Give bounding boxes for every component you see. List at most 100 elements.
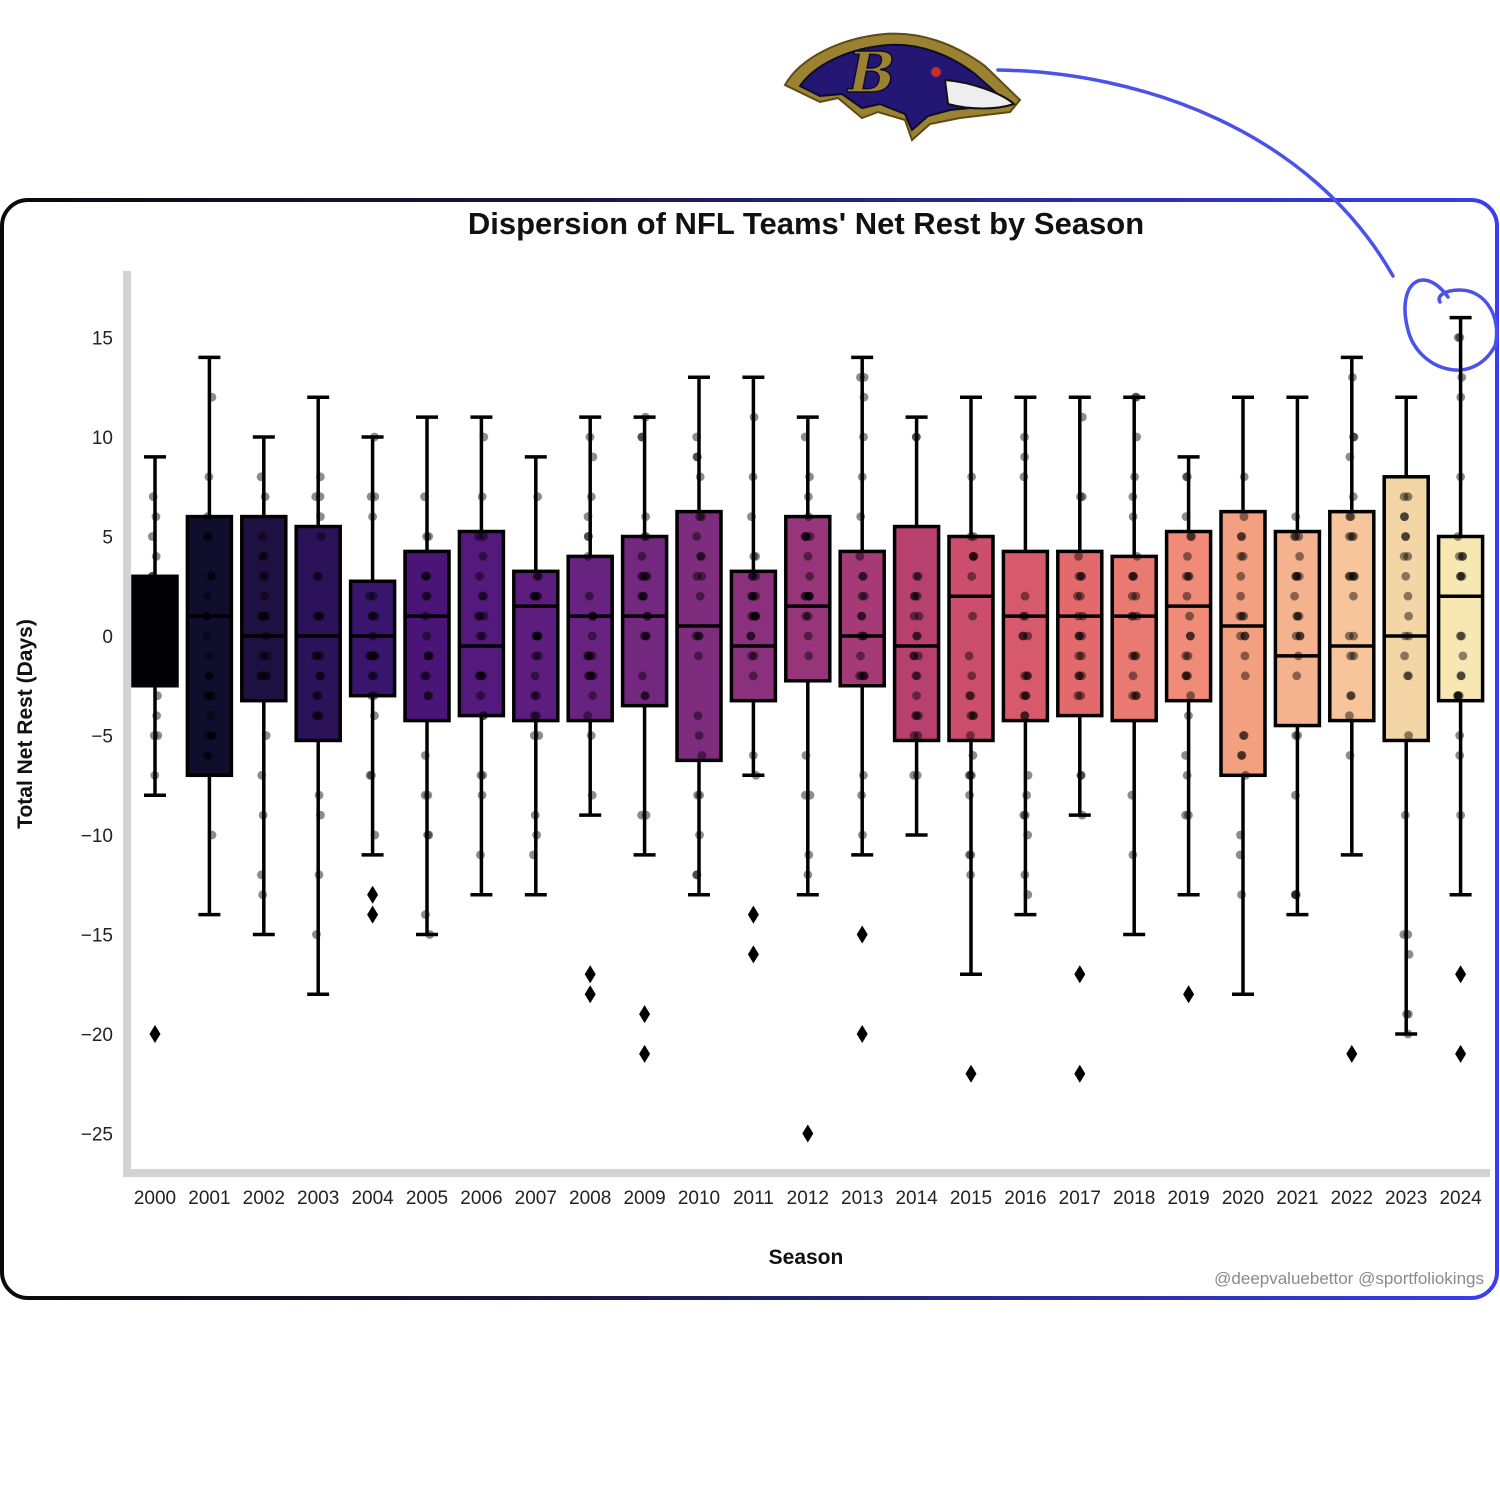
data-point bbox=[1128, 571, 1137, 581]
data-point bbox=[365, 651, 375, 661]
data-point bbox=[257, 870, 266, 880]
data-point bbox=[151, 512, 161, 521]
data-point bbox=[1346, 512, 1356, 521]
data-point bbox=[1348, 372, 1357, 382]
data-point bbox=[968, 711, 978, 720]
data-point bbox=[748, 671, 758, 681]
data-point bbox=[532, 830, 541, 840]
x-tick-label: 2008 bbox=[569, 1188, 611, 1209]
data-point bbox=[1185, 631, 1195, 641]
data-point bbox=[965, 691, 974, 701]
data-point bbox=[911, 711, 920, 720]
data-point bbox=[1458, 552, 1467, 561]
iqr-box bbox=[1164, 529, 1213, 703]
iqr-box bbox=[892, 524, 941, 743]
x-tick-label: 2018 bbox=[1113, 1188, 1155, 1209]
data-point bbox=[1291, 890, 1301, 900]
data-point bbox=[1458, 651, 1468, 661]
data-point bbox=[422, 671, 431, 681]
data-point bbox=[1239, 472, 1249, 482]
y-tick-label: −20 bbox=[81, 1025, 113, 1046]
data-point bbox=[1019, 810, 1029, 820]
data-point bbox=[1077, 810, 1087, 820]
data-point bbox=[148, 492, 158, 502]
data-point bbox=[1349, 532, 1358, 541]
data-point bbox=[640, 571, 650, 581]
data-point bbox=[311, 492, 321, 502]
data-point bbox=[1074, 631, 1084, 641]
data-point bbox=[966, 731, 975, 740]
iqr-box bbox=[620, 534, 669, 708]
x-tick-label: 2014 bbox=[895, 1188, 938, 1209]
data-point bbox=[476, 671, 486, 681]
data-point bbox=[694, 631, 704, 641]
data-point bbox=[206, 571, 216, 581]
data-point bbox=[912, 571, 922, 581]
data-point bbox=[313, 571, 322, 581]
box-2019 bbox=[1164, 455, 1213, 1004]
data-point bbox=[586, 671, 596, 681]
data-point bbox=[1347, 532, 1357, 541]
data-point bbox=[1453, 691, 1463, 701]
data-point bbox=[151, 671, 161, 681]
data-point bbox=[1131, 651, 1141, 661]
y-tick-label: −15 bbox=[81, 926, 113, 947]
data-point bbox=[1077, 412, 1087, 422]
data-point bbox=[531, 691, 541, 701]
data-point bbox=[1240, 631, 1250, 641]
data-point bbox=[804, 850, 814, 860]
data-point bbox=[260, 611, 270, 621]
data-point bbox=[425, 930, 435, 939]
data-point bbox=[1346, 691, 1356, 701]
data-point bbox=[1404, 611, 1413, 621]
data-point bbox=[312, 611, 322, 621]
data-point bbox=[1293, 731, 1303, 740]
data-point bbox=[801, 790, 810, 800]
data-point bbox=[1456, 392, 1466, 402]
data-point bbox=[1127, 790, 1137, 800]
data-point bbox=[207, 830, 217, 840]
data-point bbox=[857, 472, 867, 482]
iqr-box bbox=[1001, 549, 1050, 723]
data-point bbox=[693, 790, 703, 800]
data-point bbox=[966, 850, 976, 860]
data-point bbox=[858, 571, 868, 581]
data-point bbox=[1131, 392, 1140, 402]
data-point bbox=[153, 731, 163, 740]
data-point bbox=[639, 571, 648, 581]
data-point bbox=[370, 651, 380, 661]
data-point bbox=[857, 611, 866, 621]
data-point bbox=[857, 591, 867, 601]
data-point bbox=[800, 591, 810, 601]
data-point bbox=[800, 532, 810, 541]
data-point bbox=[367, 611, 377, 621]
data-point bbox=[420, 790, 430, 800]
data-point bbox=[1181, 751, 1191, 760]
data-point bbox=[1345, 532, 1354, 541]
data-point bbox=[1128, 850, 1138, 860]
box-2002 bbox=[240, 435, 288, 937]
data-point bbox=[1018, 611, 1028, 621]
data-point bbox=[1183, 571, 1193, 581]
iqr-box bbox=[294, 524, 342, 743]
data-point bbox=[1295, 552, 1304, 561]
data-point bbox=[692, 432, 702, 442]
data-point bbox=[1182, 472, 1192, 482]
outlier-marker bbox=[1074, 1064, 1086, 1083]
data-point bbox=[859, 671, 869, 681]
data-point bbox=[424, 532, 434, 541]
data-point bbox=[804, 591, 814, 601]
data-point bbox=[1291, 512, 1301, 521]
data-point bbox=[583, 651, 592, 661]
data-point bbox=[1239, 731, 1248, 740]
data-point bbox=[583, 552, 593, 561]
data-point bbox=[1128, 492, 1138, 502]
x-ticks: 2000 2001 2002 2003 2004 2005 2006 2007 2008 2009… bbox=[134, 1188, 1482, 1209]
data-point bbox=[1129, 571, 1139, 581]
data-point bbox=[1181, 512, 1191, 521]
data-point bbox=[150, 651, 160, 661]
outlier-marker bbox=[1074, 965, 1086, 984]
x-tick-label: 2005 bbox=[406, 1188, 448, 1209]
data-point bbox=[588, 671, 598, 681]
data-point bbox=[749, 611, 759, 621]
